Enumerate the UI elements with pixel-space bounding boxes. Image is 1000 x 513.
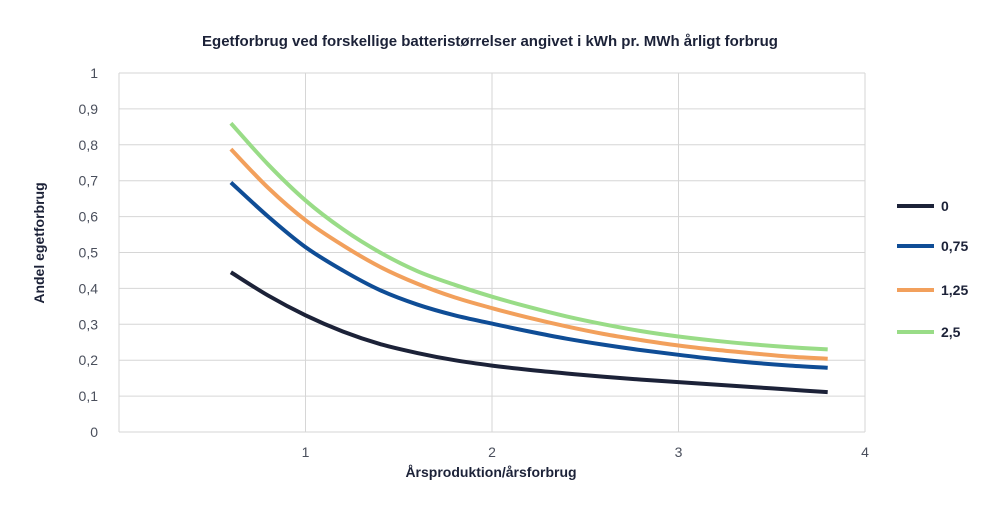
y-tick-label: 1 <box>90 65 98 81</box>
series-line-0 <box>229 270 828 395</box>
y-tick-label: 0,5 <box>79 245 99 261</box>
grid-lines <box>118 72 866 433</box>
x-tick-label: 2 <box>488 444 496 460</box>
x-axis-label: Årsproduktion/årsforbrug <box>405 464 576 480</box>
x-tick-label: 3 <box>675 444 683 460</box>
series-lines <box>229 121 828 395</box>
legend-label: 1,25 <box>941 282 968 298</box>
series-line-0-75 <box>229 181 828 370</box>
series-line-2-5 <box>229 121 828 352</box>
tick-labels: 0 0,1 0,2 0,3 0,4 0,5 0,6 0,7 0,8 0,9 1 1 2 3 4 <box>79 65 870 460</box>
legend: 0 0,75 1,25 2,5 <box>897 198 968 340</box>
chart-title: Egetforbrug ved forskellige batteristørr… <box>202 33 778 50</box>
legend-label: 0 <box>941 198 949 214</box>
y-tick-label: 0,9 <box>79 101 99 117</box>
y-axis-label: Andel egetforbrug <box>31 182 47 303</box>
legend-label: 0,75 <box>941 238 968 254</box>
series-line-1-25 <box>229 147 828 361</box>
legend-label: 2,5 <box>941 324 961 340</box>
y-tick-label: 0 <box>90 424 98 440</box>
y-tick-label: 0,8 <box>79 137 99 153</box>
x-tick-label: 4 <box>861 444 869 460</box>
y-tick-label: 0,3 <box>79 316 99 332</box>
y-tick-label: 0,4 <box>79 280 99 296</box>
x-tick-label: 1 <box>302 444 310 460</box>
y-tick-label: 0,2 <box>79 352 99 368</box>
y-tick-label: 0,6 <box>79 209 99 225</box>
y-tick-label: 0,7 <box>79 173 99 189</box>
y-tick-label: 0,1 <box>79 388 99 404</box>
